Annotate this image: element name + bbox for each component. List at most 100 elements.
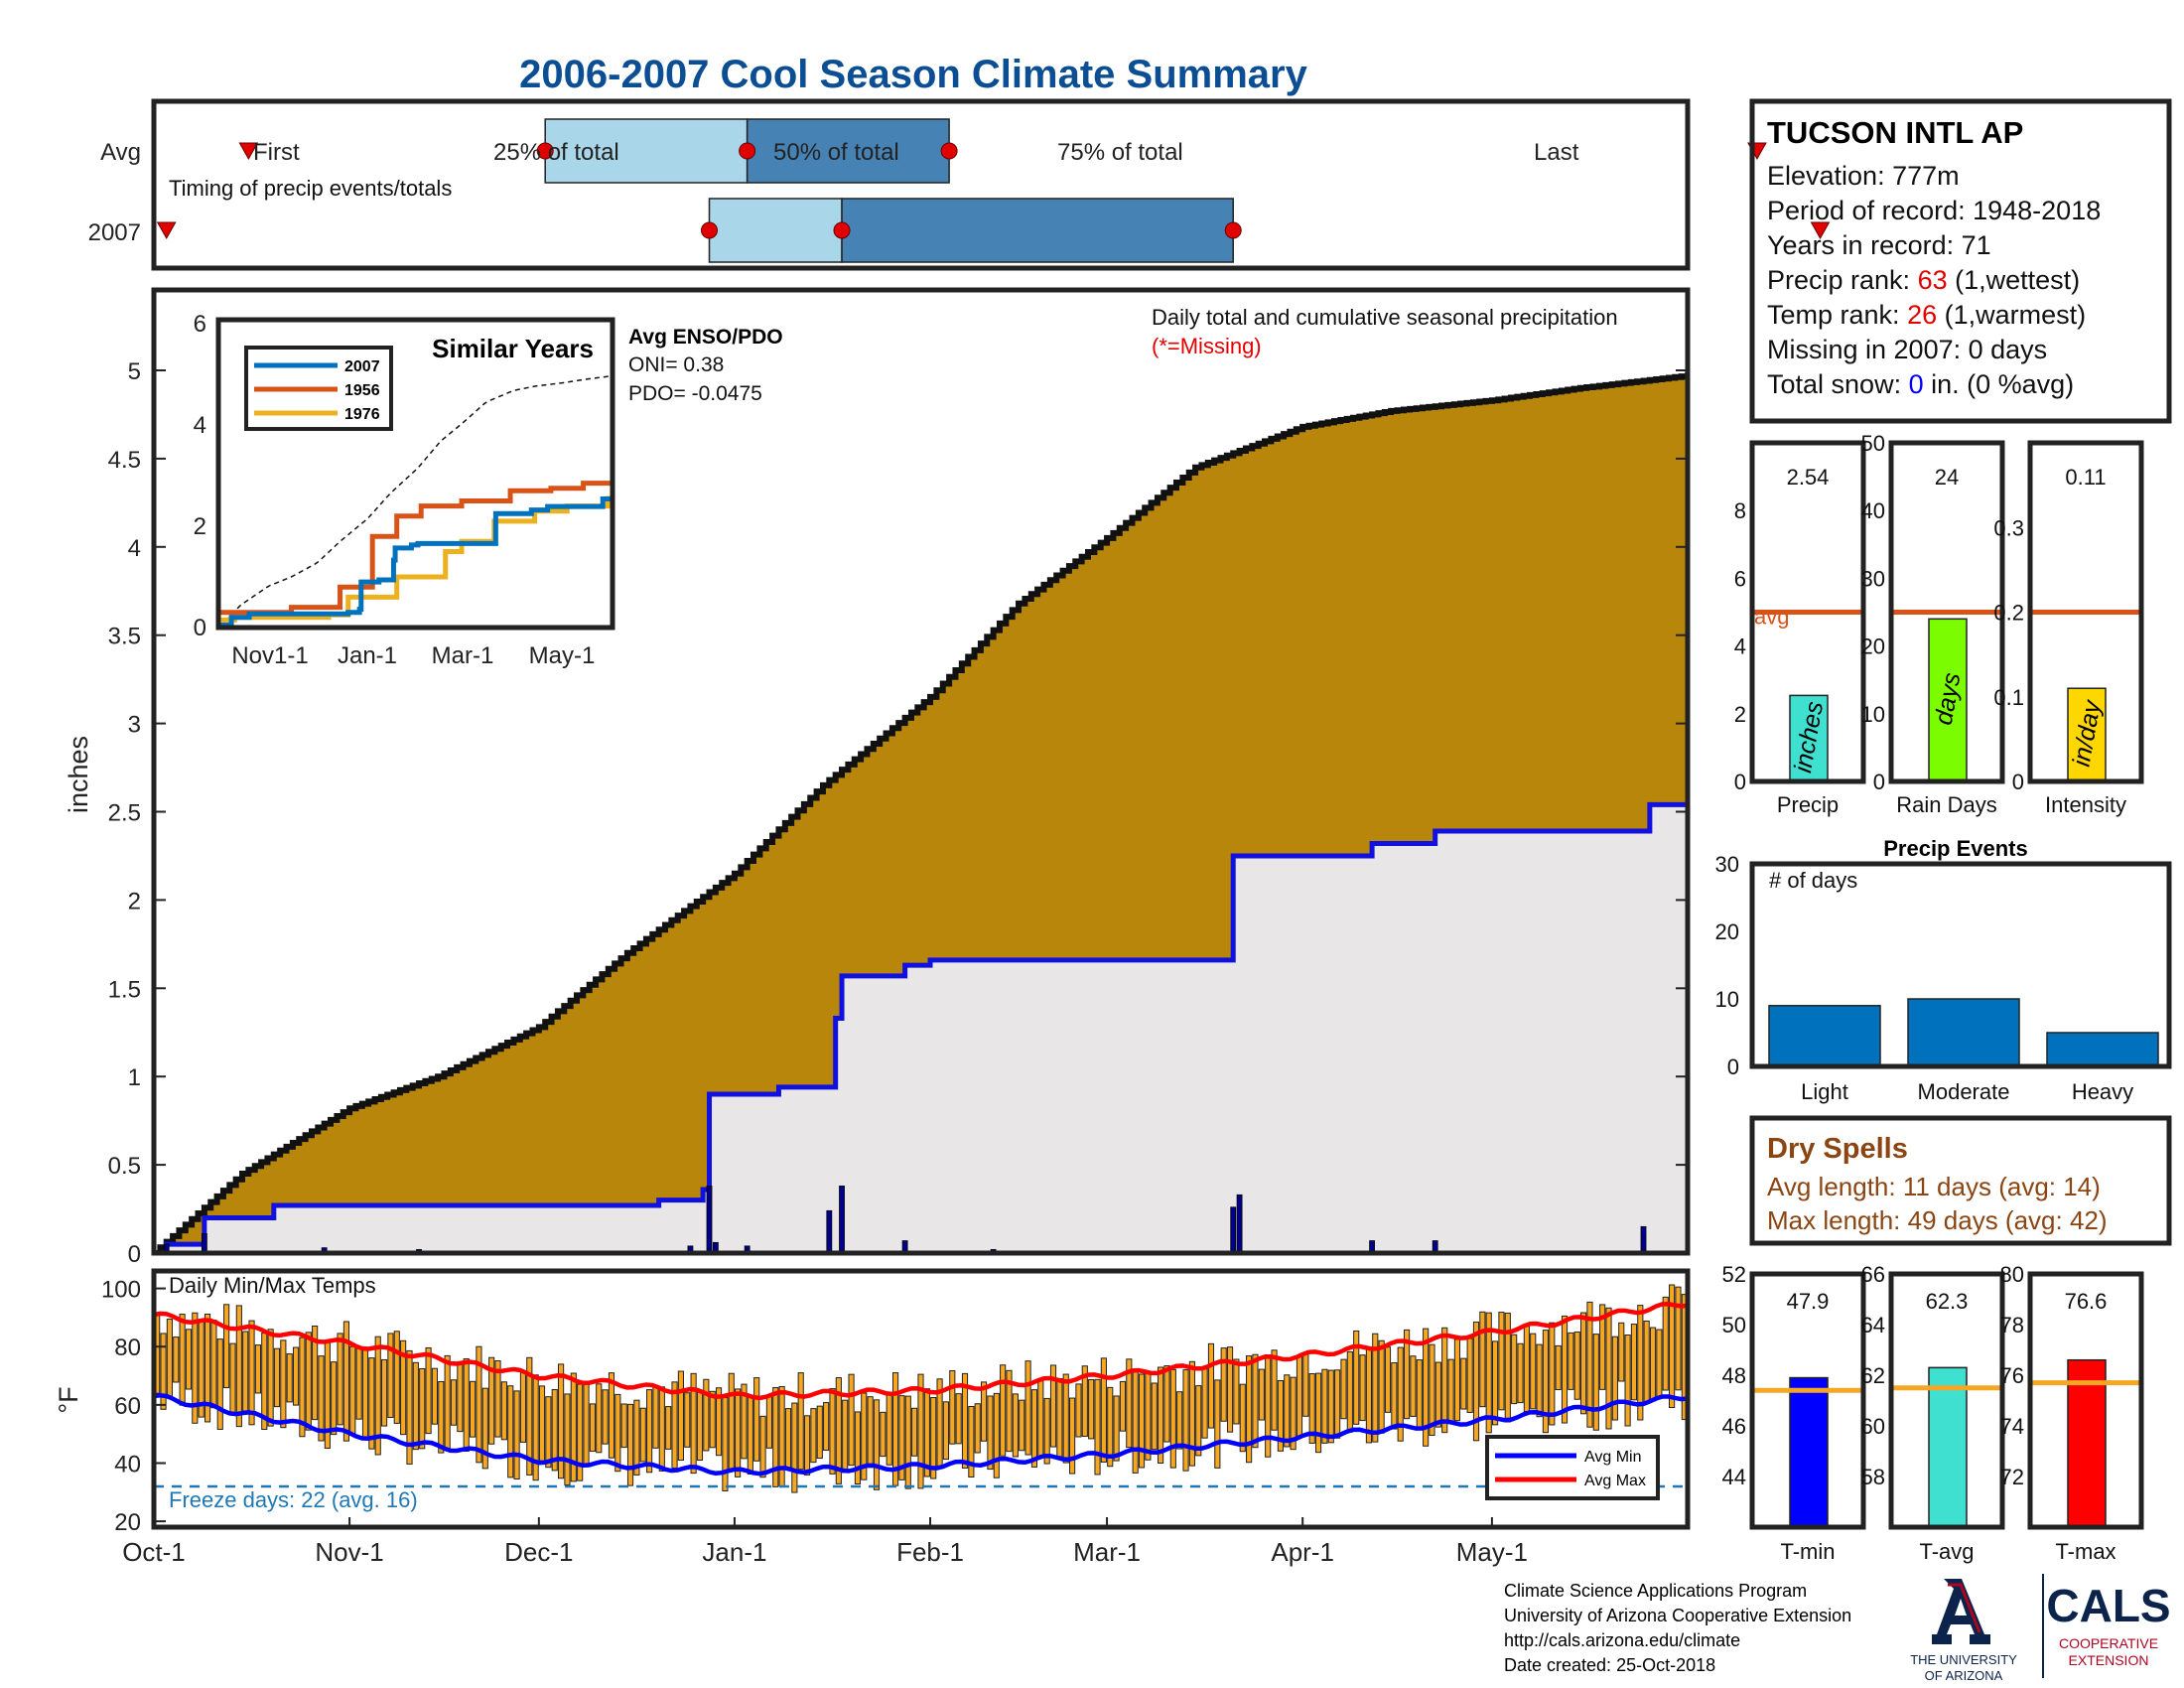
daily-precip-bar-12 [1230, 1206, 1237, 1253]
daily-temp-bar-122 [923, 1388, 930, 1477]
daily-precip-bar-2 [321, 1247, 328, 1253]
daily-temp-bar-100 [784, 1408, 792, 1470]
daily-temp-bar-91 [728, 1372, 735, 1470]
daily-temp-bar-50 [470, 1380, 477, 1438]
daily-temp-bar-129 [968, 1405, 975, 1477]
daily-temp-bar-164 [1188, 1360, 1195, 1467]
daily-temp-bar-191 [1359, 1354, 1366, 1422]
daily-temp-bar-15 [248, 1320, 255, 1426]
timing-frame [151, 98, 1691, 271]
avg-cumulative-outline [154, 372, 1688, 1253]
daily-temp-bar-190 [1353, 1330, 1360, 1425]
temp-panel-0-ytick-0: 44 [1722, 1465, 1746, 1489]
precip-events-title: Precip Events [1883, 836, 2028, 861]
daily-temp-bar-156 [1138, 1373, 1146, 1469]
daily-temp-bar-115 [880, 1411, 887, 1458]
daily-temp-bar-62 [545, 1396, 552, 1469]
timing-avg-50-75-box [746, 118, 950, 184]
precip-panel-bar-2 [2067, 687, 2107, 782]
daily-temp-bar-127 [955, 1393, 962, 1445]
daily-temp-bar-232 [1618, 1322, 1625, 1382]
main-ytick-6: 3 [128, 712, 141, 739]
daily-temp-bar-187 [1334, 1369, 1341, 1439]
month-label-5: Mar-1 [1073, 1537, 1141, 1567]
temp-panel-1-ytick-2: 62 [1861, 1363, 1885, 1388]
daily-temp-bar-94 [747, 1395, 753, 1476]
daily-temp-bar-206 [1453, 1338, 1461, 1422]
temp-ytick-0: 20 [114, 1509, 141, 1536]
temperature-panel: 20 40 60 80 100 °F Daily Min/Max Temps Freez… [54, 1268, 1691, 1567]
dry-spells-max: Max length: 49 days (avg: 42) [1767, 1205, 2108, 1235]
daily-temp-bar-1 [160, 1333, 167, 1410]
daily-temp-bar-114 [873, 1399, 881, 1490]
daily-temp-bar-8 [204, 1313, 211, 1423]
daily-temp-bar-177 [1271, 1349, 1278, 1431]
daily-temp-bar-152 [1113, 1395, 1120, 1462]
temp-ytick-2: 60 [114, 1393, 141, 1420]
daily-temp-bar-3 [173, 1336, 180, 1383]
daily-temp-bar-131 [981, 1381, 988, 1442]
daily-temp-bar-75 [626, 1403, 634, 1486]
precip-panel-frame-1 [1888, 440, 2005, 784]
daily-temp-bar-86 [696, 1391, 704, 1462]
daily-temp-bar-203 [1434, 1361, 1441, 1428]
daily-temp-bar-188 [1340, 1358, 1347, 1420]
daily-temp-bar-40 [406, 1349, 413, 1465]
daily-temp-bar-53 [488, 1356, 495, 1445]
daily-temp-bar-229 [1599, 1304, 1606, 1390]
main-frame [151, 287, 1691, 1256]
daily-temp-bar-99 [778, 1385, 785, 1487]
daily-temp-bar-182 [1302, 1353, 1309, 1417]
temp-panel-0-ytick-1: 46 [1722, 1414, 1746, 1439]
timing-2007-pct-marker-0 [701, 221, 719, 239]
daily-temp-bar-238 [1656, 1329, 1663, 1398]
daily-temp-bar-200 [1416, 1359, 1423, 1430]
daily-temp-bar-106 [823, 1402, 830, 1452]
daily-temp-bar-120 [911, 1407, 918, 1457]
daily-temp-bar-12 [229, 1342, 236, 1414]
daily-temp-bar-34 [368, 1357, 375, 1450]
footer-line-3: http://cals.arizona.edu/climate [1504, 1630, 1740, 1650]
daily-temp-bar-66 [570, 1372, 577, 1482]
daily-temp-bar-178 [1277, 1379, 1284, 1452]
temp-legend-min: Avg Min [1584, 1449, 1642, 1466]
main-ytick-1: 0.5 [108, 1153, 141, 1180]
daily-temp-bar-149 [1094, 1378, 1101, 1476]
daily-temp-bar-134 [1000, 1364, 1007, 1457]
daily-precip-bar-5 [706, 1186, 713, 1253]
daily-temp-bar-102 [797, 1372, 804, 1471]
precip-panel-bar-0 [1789, 694, 1829, 782]
daily-temp-bar-226 [1580, 1312, 1587, 1415]
month-label-3: Jan-1 [702, 1537, 766, 1567]
temp-panel-bar-0 [1789, 1376, 1829, 1528]
precip-panel-bar-1 [1928, 618, 1968, 782]
inset-title: Similar Years [432, 334, 594, 363]
daily-temp-bar-45 [438, 1380, 445, 1454]
daily-temp-bar-138 [1024, 1360, 1031, 1456]
month-label-0: Oct-1 [122, 1537, 186, 1567]
daily-precip-bar-16 [1640, 1225, 1647, 1253]
precip-events-panel: Precip Events Light Moderate Heavy0102030 … [1715, 836, 2172, 1104]
precip-event-label-1: Moderate [1918, 1079, 2010, 1104]
daily-temp-bar-93 [741, 1383, 748, 1460]
daily-temp-bar-126 [949, 1369, 956, 1445]
enso-title: Avg ENSO/PDO [628, 326, 783, 349]
daily-temp-bar-25 [312, 1325, 319, 1421]
precip-panel-1-ytick-3: 30 [1861, 566, 1885, 591]
timing-caption: Timing of precip events/totals [169, 176, 452, 201]
main-ytick-7: 3.5 [108, 624, 141, 650]
daily-temp-bar-211 [1485, 1312, 1492, 1434]
daily-temp-bar-212 [1492, 1340, 1499, 1426]
precip-events-ynote: # of days [1769, 868, 1857, 893]
precip-event-label-0: Light [1801, 1079, 1848, 1104]
daily-precip-bar-13 [1236, 1194, 1243, 1253]
inset-ytick-6: 6 [194, 311, 206, 338]
timing-2007-label: 2007 [88, 219, 141, 246]
main-annotation: Daily total and cumulative seasonal prec… [1152, 305, 1618, 330]
daily-temp-bar-54 [494, 1359, 501, 1438]
daily-temp-bar-179 [1284, 1374, 1291, 1448]
daily-temp-bar-39 [400, 1339, 407, 1436]
daily-temp-bar-147 [1081, 1365, 1088, 1437]
temp-ytick-1: 40 [114, 1452, 141, 1478]
daily-temp-bar-79 [652, 1385, 659, 1449]
